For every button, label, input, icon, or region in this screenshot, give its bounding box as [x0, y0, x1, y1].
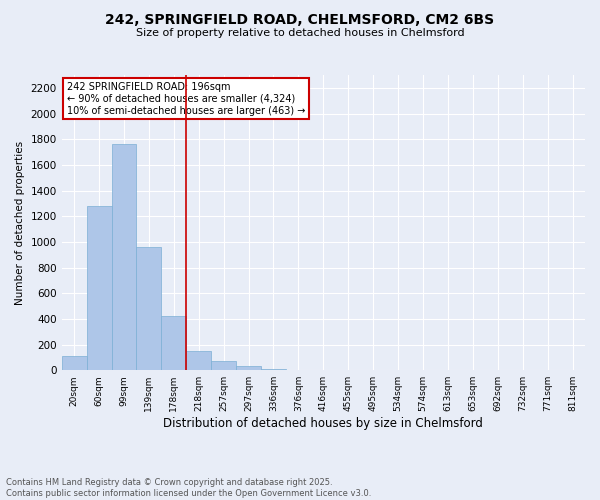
- Bar: [136, 247, 161, 370]
- Text: Size of property relative to detached houses in Chelmsford: Size of property relative to detached ho…: [136, 28, 464, 38]
- Text: Contains HM Land Registry data © Crown copyright and database right 2025.
Contai: Contains HM Land Registry data © Crown c…: [6, 478, 371, 498]
- Bar: [161, 316, 186, 370]
- Text: 242 SPRINGFIELD ROAD: 196sqm
← 90% of detached houses are smaller (4,324)
10% of: 242 SPRINGFIELD ROAD: 196sqm ← 90% of de…: [67, 82, 305, 116]
- Bar: [211, 361, 236, 370]
- X-axis label: Distribution of detached houses by size in Chelmsford: Distribution of detached houses by size …: [163, 417, 483, 430]
- Bar: [62, 356, 86, 370]
- Bar: [236, 366, 261, 370]
- Bar: [186, 351, 211, 370]
- Bar: [261, 369, 286, 370]
- Bar: [86, 206, 112, 370]
- Y-axis label: Number of detached properties: Number of detached properties: [15, 140, 25, 304]
- Text: 242, SPRINGFIELD ROAD, CHELMSFORD, CM2 6BS: 242, SPRINGFIELD ROAD, CHELMSFORD, CM2 6…: [106, 12, 494, 26]
- Bar: [112, 144, 136, 370]
